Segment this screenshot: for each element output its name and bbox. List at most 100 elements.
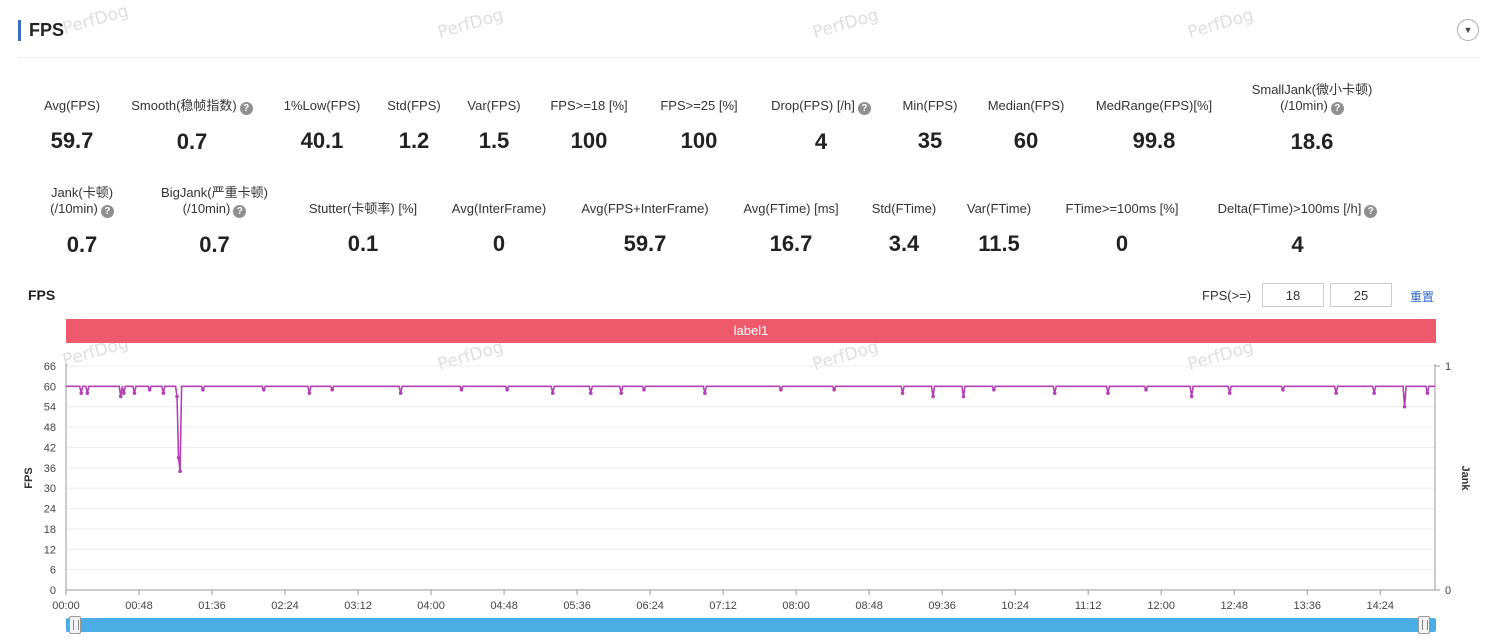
collapse-button[interactable]: ▼ (1457, 19, 1479, 41)
chart-series (66, 385, 1435, 474)
x-tick-label: 12:00 (1147, 600, 1175, 612)
slider-handle-left[interactable] (69, 616, 81, 634)
threshold-input-1[interactable] (1262, 283, 1324, 307)
x-tick-label: 05:36 (563, 600, 591, 612)
help-icon[interactable]: ? (857, 102, 871, 115)
data-point (1402, 404, 1407, 409)
threshold-input-2[interactable] (1330, 283, 1392, 307)
chart-grid (66, 365, 1435, 591)
watermark: PerfDog (435, 5, 506, 43)
metric-std-fps: Std(FPS) 1.2 (374, 98, 454, 154)
metric-avg-interframe: Avg(InterFrame) 0 (439, 201, 559, 257)
metric-label: Delta(FTime)>100ms [/h]? (1205, 201, 1390, 218)
metric-delta-ftime: Delta(FTime)>100ms [/h]? 4 (1205, 201, 1390, 258)
data-point (398, 391, 403, 395)
metric-stutter: Stutter(卡顿率) [%] 0.1 (293, 201, 433, 257)
metric-value: 0.7 (66, 232, 98, 257)
metric-label-unit: (/10min)? (22, 201, 142, 218)
metric-label: Var(FTime) (966, 201, 1032, 216)
help-icon[interactable]: ? (1330, 102, 1344, 115)
metric-value: 0 (492, 231, 506, 256)
time-range-slider[interactable] (66, 618, 1436, 632)
metric-value: 11.5 (978, 231, 1020, 256)
metric-value: 100 (680, 128, 718, 153)
metric-avg-ftime: Avg(FTime) [ms] 16.7 (731, 201, 851, 257)
x-tick-label: 13:36 (1293, 600, 1321, 612)
data-point (147, 387, 152, 392)
metric-min-fps: Min(FPS) 35 (890, 98, 970, 154)
y-tick-label: 54 (44, 402, 56, 414)
data-point (931, 394, 935, 399)
series-line-fps (66, 385, 1435, 472)
metric-value: 0.7 (199, 232, 230, 257)
help-icon[interactable]: ? (233, 205, 247, 218)
data-point (118, 394, 123, 399)
label-bar[interactable]: label1 (66, 319, 1436, 343)
reset-button[interactable]: 重置 (1410, 290, 1435, 304)
metric-label: Std(FTime) (871, 201, 937, 216)
metric-label: Var(FPS) (467, 98, 521, 113)
metric-smalljank: SmallJank(微小卡顿) (/10min)? 18.6 (1237, 82, 1387, 155)
data-point (1106, 391, 1110, 395)
x-tick-label: 10:24 (1001, 600, 1029, 612)
chart-title: FPS (28, 287, 56, 303)
x-tick-label: 00:00 (52, 600, 80, 612)
metric-label: Std(FPS) (387, 98, 441, 113)
metric-value: 3.4 (888, 231, 920, 256)
metric-label: Smooth(稳帧指数)? (122, 98, 262, 115)
data-point (175, 394, 179, 399)
metric-label: Avg(FPS) (43, 98, 101, 113)
metric-value: 0 (1115, 231, 1129, 256)
metric-fps-ge-25: FPS>=25 [%] 100 (649, 98, 749, 154)
help-icon[interactable]: ? (100, 205, 114, 218)
metric-value: 59.7 (50, 128, 94, 153)
x-tick-label: 14:24 (1366, 600, 1394, 612)
metric-std-ftime: Std(FTime) 3.4 (864, 201, 944, 257)
x-tick-label: 01:36 (198, 600, 226, 612)
metric-value: 4 (1291, 232, 1304, 257)
data-point (178, 469, 182, 474)
watermark: PerfDog (810, 5, 881, 43)
data-point (161, 391, 166, 395)
metric-label: FTime>=100ms [%] (1065, 201, 1179, 216)
x-tick-label: 06:24 (636, 600, 664, 612)
metric-label: Stutter(卡顿率) [%] (308, 201, 418, 216)
help-icon[interactable]: ? (239, 102, 253, 115)
data-point (122, 391, 126, 395)
data-point (176, 455, 181, 460)
metric-label: Avg(InterFrame) (451, 201, 547, 216)
y-tick-label: 0 (50, 585, 56, 597)
slider-handle-right[interactable] (1418, 616, 1430, 634)
y-tick-label: 30 (44, 483, 56, 495)
data-point (1227, 391, 1232, 395)
metric-value: 0.1 (347, 231, 379, 256)
metric-ftime-ge-100ms: FTime>=100ms [%] 0 (1052, 201, 1192, 257)
data-point (201, 387, 205, 392)
metric-var-ftime: Var(FTime) 11.5 (957, 201, 1041, 257)
x-tick-label: 07:12 (709, 600, 737, 612)
y-tick-label: 12 (44, 544, 56, 556)
y-tick-label: 36 (44, 463, 56, 475)
y2-tick-label: 0 (1445, 585, 1451, 597)
x-tick-label: 04:48 (490, 600, 518, 612)
x-tick-label: 03:12 (344, 600, 372, 612)
metric-label: Min(FPS) (902, 98, 958, 113)
data-point (261, 387, 266, 392)
x-tick-label: 08:00 (782, 600, 810, 612)
x-tick-label: 12:48 (1220, 600, 1248, 612)
data-point (1425, 391, 1430, 395)
metric-label: 1%Low(FPS) (283, 98, 361, 113)
divider (18, 57, 1480, 58)
metric-median-fps: Median(FPS) 60 (976, 98, 1076, 154)
data-point (619, 391, 624, 395)
help-icon[interactable]: ? (1364, 205, 1378, 218)
metric-value: 4 (814, 129, 828, 154)
x-tick-label: 00:48 (125, 600, 153, 612)
data-point (79, 391, 84, 395)
x-tick-label: 11:12 (1075, 600, 1102, 612)
data-point (1334, 391, 1338, 395)
metric-drop-fps: Drop(FPS) [/h]? 4 (761, 98, 881, 155)
data-point (307, 391, 312, 395)
data-point (1189, 394, 1194, 399)
x-tick-label: 02:24 (271, 600, 299, 612)
